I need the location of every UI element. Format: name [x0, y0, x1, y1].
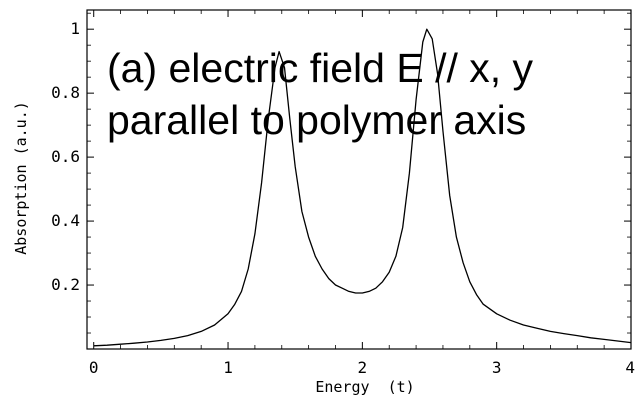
x-tick-label: 1 [223, 358, 233, 377]
plot-frame [86, 9, 632, 350]
y-tick-label: 0.2 [51, 275, 80, 294]
y-tick-label: 1 [70, 19, 80, 38]
y-tick-label: 0.4 [51, 211, 80, 230]
annotation-line-1: (a) electric field E // x, y [107, 45, 534, 91]
annotation-line-2: parallel to polymer axis [107, 97, 526, 143]
y-tick-label: 0.8 [51, 83, 80, 102]
y-tick-label: 0.6 [51, 147, 80, 166]
x-tick-label: 3 [492, 358, 502, 377]
x-tick-label: 0 [89, 358, 99, 377]
x-tick-label: 4 [625, 358, 635, 377]
x-axis-title: Energy (t) [315, 378, 414, 396]
y-axis-title: Absorption (a.u.) [12, 101, 30, 255]
absorption-series-line [93, 28, 632, 347]
x-tick-label: 2 [358, 358, 368, 377]
